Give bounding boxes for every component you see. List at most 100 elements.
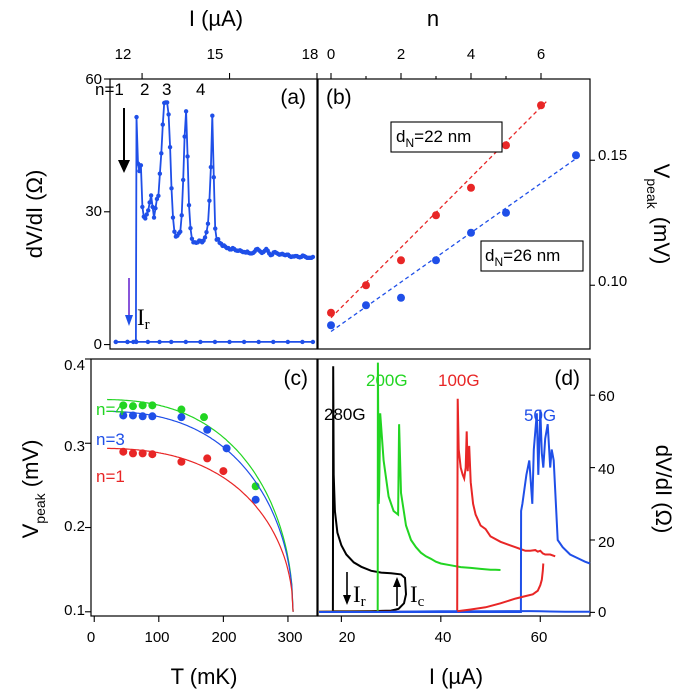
panel-c-fit-n=4	[107, 398, 294, 612]
panel-a-peak-2: 2	[140, 80, 149, 99]
panel-d-trace-100G	[319, 398, 556, 613]
panel-a-point	[204, 229, 209, 235]
panel-c-ylabel-unit: (mV)	[18, 440, 43, 494]
panel-b-point-26nm	[467, 228, 475, 237]
legend-22-sub: N	[405, 136, 414, 150]
panel-b-point-22nm	[327, 308, 335, 317]
panel-a-point	[134, 339, 139, 345]
panel-c-xlabel: T (mK)	[171, 664, 238, 689]
panel-b-frame	[317, 78, 591, 350]
panel-b-point-22nm	[397, 256, 405, 265]
panel-b-xtick-4: 4	[467, 46, 475, 63]
panel-a-point	[159, 151, 164, 156]
panel-d-ir-arrow-head	[343, 595, 351, 605]
panel-b-ylabel-unit: (mV)	[649, 217, 674, 265]
panel-a-point	[210, 113, 215, 118]
panel-d-trace-50G	[319, 409, 591, 613]
panel-b-point-26nm	[502, 208, 510, 217]
panel-a-point	[169, 339, 174, 345]
panel-a-line-up	[115, 101, 314, 343]
panel-c-fit-n=3	[107, 410, 294, 612]
panel-a-point	[157, 339, 162, 345]
panel-d-trace-200G	[319, 362, 501, 613]
panel-a-point	[172, 229, 177, 234]
panel-b-point-22nm	[537, 101, 545, 110]
panel-c-xtick-300: 300	[277, 629, 302, 646]
panel-a-point	[186, 202, 192, 208]
panel-c-point-n=1	[219, 467, 228, 476]
panel-a-n1-arrow-head	[118, 160, 130, 173]
panel-c-plot	[85, 358, 294, 622]
panel-a-point	[157, 171, 163, 176]
panel-c-point-n=1	[138, 449, 147, 458]
legend-22-rest: =22 nm	[414, 127, 471, 146]
panel-a-point	[125, 339, 130, 345]
panel-d-ytick-60: 60	[598, 388, 615, 405]
panel-c-point-n=4	[177, 405, 186, 414]
legend-26-d: d	[485, 246, 494, 265]
panel-b-legend-26-box	[480, 240, 584, 272]
panel-a-point	[183, 339, 189, 345]
panel-b-point-26nm	[572, 151, 580, 160]
panel-b-ytick-015: 0.15	[598, 147, 627, 164]
panel-c-xtick-100: 100	[144, 629, 169, 646]
panel-a-point	[138, 163, 144, 168]
panel-b-label: (b)	[326, 86, 352, 109]
panel-d-xlabel: I (µA)	[429, 664, 483, 689]
panel-b-point-26nm	[362, 301, 370, 310]
panel-a-point	[185, 154, 190, 159]
panel-c-point-n=3	[222, 444, 231, 453]
panel-b-point-26nm	[327, 321, 335, 330]
panel-b-point-22nm	[467, 183, 475, 192]
panel-a-point	[145, 339, 151, 345]
panel-a-point	[182, 134, 187, 139]
panel-a-point	[211, 175, 216, 180]
panel-c-point-n=3	[119, 411, 128, 420]
panel-b-point-26nm	[397, 293, 405, 302]
panel-c-label: (c)	[284, 367, 309, 390]
panel-a-point	[310, 254, 316, 260]
panel-c-point-n=1	[128, 449, 137, 458]
panel-c-point-n=3	[148, 412, 157, 421]
panel-a-point	[300, 339, 305, 345]
panel-a-xtick-15: 15	[207, 46, 224, 63]
panel-a-point	[170, 215, 176, 220]
legend-26-sub: N	[494, 255, 503, 269]
panel-a-ir-sub: r	[145, 317, 150, 333]
panel-c-point-n=3	[203, 425, 212, 434]
panel-a-point	[143, 216, 148, 221]
panel-d-label-50g: 50G	[524, 406, 556, 425]
panel-d-frame	[317, 358, 591, 617]
panel-d-plot	[318, 362, 595, 622]
legend-26-rest: =26 nm	[503, 246, 560, 265]
panel-a-xtick-12: 12	[115, 46, 132, 63]
panel-a-point	[256, 339, 261, 345]
panel-a-point	[160, 122, 165, 127]
panel-c-point-n=4	[200, 413, 208, 422]
panel-c-ylabel-v: V	[18, 523, 43, 538]
panel-a-point	[179, 213, 184, 218]
panel-d-ytick-0: 0	[598, 604, 606, 621]
panel-b-plot	[327, 73, 595, 333]
panel-a-point	[144, 212, 149, 217]
panel-a-point	[205, 221, 211, 226]
panel-a-point	[148, 193, 154, 198]
panel-a-ylabel: dV/dI (Ω)	[22, 170, 47, 259]
panel-a-plot	[104, 73, 318, 346]
panel-a-ytick-0: 0	[94, 336, 102, 353]
panel-a-point	[147, 200, 152, 205]
panel-a-point	[137, 168, 142, 174]
panel-d-trace-280G	[318, 366, 408, 613]
panel-b-legend-26: dN=26 nm	[485, 246, 560, 269]
panel-c-label-n1: n=1	[96, 467, 125, 486]
panel-d-ytick-20: 20	[598, 534, 615, 551]
panel-a-point	[153, 206, 158, 211]
panel-c-point-n=3	[128, 411, 137, 420]
panel-d-label-100g: 100G	[438, 371, 480, 390]
panel-d-xtick-60: 60	[531, 629, 548, 646]
panel-a-point	[134, 114, 139, 120]
panel-a-point	[169, 186, 174, 191]
panel-a-ytick-60: 60	[85, 71, 102, 88]
panel-b-ytick-010: 0.10	[598, 273, 627, 290]
